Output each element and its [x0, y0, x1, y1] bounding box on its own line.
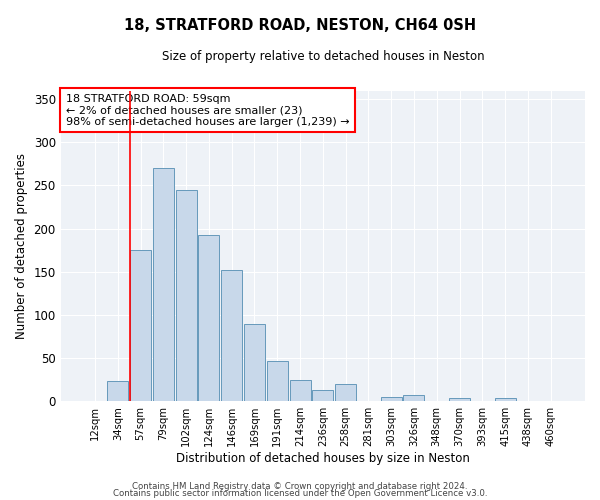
- Y-axis label: Number of detached properties: Number of detached properties: [15, 153, 28, 339]
- Text: 18, STRATFORD ROAD, NESTON, CH64 0SH: 18, STRATFORD ROAD, NESTON, CH64 0SH: [124, 18, 476, 32]
- Text: Contains public sector information licensed under the Open Government Licence v3: Contains public sector information licen…: [113, 489, 487, 498]
- Title: Size of property relative to detached houses in Neston: Size of property relative to detached ho…: [161, 50, 484, 63]
- Bar: [176, 190, 197, 401]
- Bar: [221, 270, 242, 401]
- Bar: [494, 398, 515, 401]
- Bar: [153, 168, 174, 401]
- Bar: [313, 390, 334, 401]
- Bar: [290, 380, 311, 401]
- Bar: [244, 324, 265, 401]
- Bar: [107, 382, 128, 401]
- Bar: [199, 234, 220, 401]
- Bar: [335, 384, 356, 401]
- Bar: [130, 250, 151, 401]
- Bar: [403, 395, 424, 401]
- Bar: [381, 397, 401, 401]
- Bar: [449, 398, 470, 401]
- Bar: [267, 360, 288, 401]
- X-axis label: Distribution of detached houses by size in Neston: Distribution of detached houses by size …: [176, 452, 470, 465]
- Text: Contains HM Land Registry data © Crown copyright and database right 2024.: Contains HM Land Registry data © Crown c…: [132, 482, 468, 491]
- Text: 18 STRATFORD ROAD: 59sqm
← 2% of detached houses are smaller (23)
98% of semi-de: 18 STRATFORD ROAD: 59sqm ← 2% of detache…: [66, 94, 350, 127]
